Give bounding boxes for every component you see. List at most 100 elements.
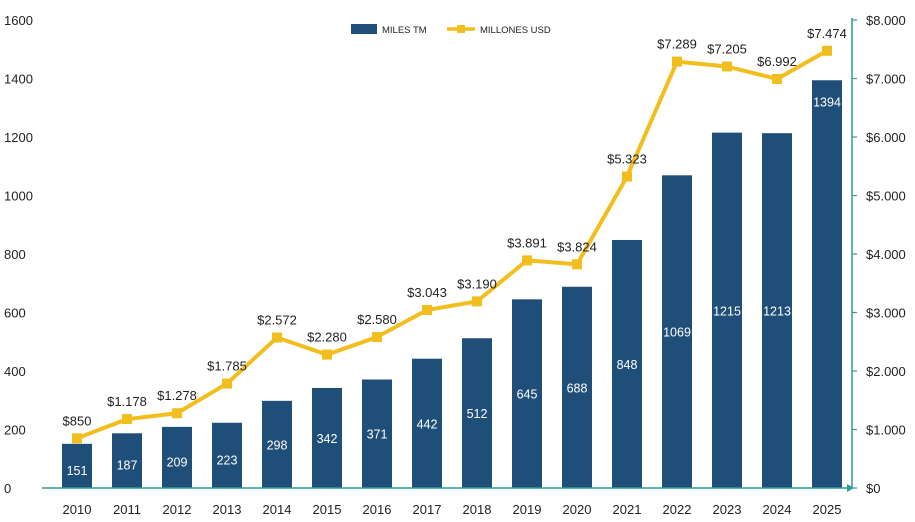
line-point-2011 (122, 414, 132, 425)
x-tick-label-2012: 2012 (163, 502, 192, 517)
line-data-labels: $850 $1.178 $1.278 $1.785 $2.572 $2.280 $2.580… (63, 26, 847, 429)
line-point-2024 (772, 73, 782, 84)
right-tick-label: $6.000 (866, 130, 906, 145)
bar-2016 (362, 379, 392, 488)
bar-label-2010: 151 (67, 464, 88, 478)
bar-2013 (212, 422, 242, 488)
bar-label-2018: 512 (467, 407, 488, 421)
x-tick-label-2017: 2017 (413, 502, 442, 517)
line-label-2020: $3.824 (557, 239, 597, 254)
line-label-2017: $3.043 (407, 285, 447, 300)
x-tick-label-2025: 2025 (813, 502, 842, 517)
bar-2022 (662, 175, 692, 488)
x-tick-label-2010: 2010 (63, 502, 92, 517)
line-label-2016: $2.580 (357, 312, 397, 327)
bar-label-2020: 688 (567, 381, 588, 395)
line-label-2010: $850 (63, 413, 92, 428)
line-label-2013: $1.785 (207, 359, 247, 374)
right-tick-label: $3.000 (866, 306, 906, 321)
legend-marker-millones-usd (457, 25, 465, 33)
line-point-2015 (322, 349, 332, 360)
bar-2011 (112, 433, 142, 488)
line-point-2017 (422, 304, 432, 315)
bar-2020 (562, 286, 592, 488)
line-point-2025 (822, 45, 832, 56)
line-label-2015: $2.280 (307, 330, 347, 345)
left-y-axis: 0 200 400 600 800 1000 1200 1400 1600 (4, 13, 33, 496)
x-tick-label-2011: 2011 (113, 502, 141, 517)
line-label-2023: $7.205 (707, 42, 747, 57)
x-tick-label-2014: 2014 (263, 502, 292, 517)
legend-label-millones-usd: MILLONES USD (480, 25, 551, 36)
left-tick-label: 1600 (4, 13, 33, 28)
bar-2012 (162, 426, 192, 488)
line-point-2014 (272, 332, 282, 343)
line-point-2018 (472, 296, 482, 307)
bar-label-2024: 1213 (763, 305, 791, 319)
bar-2024 (762, 133, 792, 488)
bar-label-2011: 187 (117, 459, 138, 473)
x-tick-label-2019: 2019 (513, 502, 542, 517)
x-tick-label-2023: 2023 (713, 502, 742, 517)
legend-label-miles-tm: MILES TM (382, 25, 427, 36)
bar-2018 (462, 338, 492, 488)
legend: MILES TM MILLONES USD (351, 24, 551, 36)
line-point-2023 (722, 61, 732, 72)
left-tick-label: 1200 (4, 130, 33, 145)
line-point-2021 (622, 171, 632, 182)
bar-label-2019: 645 (517, 388, 538, 402)
line-label-2022: $7.289 (657, 37, 697, 52)
bar-label-2016: 371 (367, 428, 388, 442)
right-y-axis: $0 $1.000 $2.000 $3.000 $4.000 $5.000 $6.000 $7… (851, 13, 906, 496)
left-tick-label: 400 (4, 364, 26, 379)
line-label-2025: $7.474 (807, 26, 847, 41)
bar-label-2022: 1069 (663, 326, 691, 340)
bar-2019 (512, 299, 542, 488)
x-tick-label-2022: 2022 (663, 502, 692, 517)
x-tick-label-2021: 2021 (613, 502, 642, 517)
line-label-2018: $3.190 (457, 276, 497, 291)
right-tick-label: $4.000 (866, 247, 906, 262)
bar-label-2015: 342 (317, 432, 338, 446)
line-point-2013 (222, 378, 232, 389)
left-tick-label: 0 (4, 481, 11, 496)
right-tick-label: $8.000 (866, 13, 906, 28)
bar-label-2017: 442 (417, 417, 438, 431)
line-point-2016 (372, 332, 382, 343)
line-label-2011: $1.178 (107, 394, 147, 409)
line-path-millones-usd (76, 49, 828, 441)
left-tick-label: 1400 (4, 72, 33, 87)
bar-2025 (812, 80, 842, 488)
bar-label-2025: 1394 (813, 95, 841, 109)
bar-label-2014: 298 (267, 438, 288, 452)
bar-label-2021: 848 (617, 358, 638, 372)
x-tick-label-2013: 2013 (213, 502, 242, 517)
bar-label-2023: 1215 (713, 304, 741, 318)
line-label-2021: $5.323 (607, 152, 647, 167)
bar-label-2013: 223 (217, 453, 238, 467)
line-label-2014: $2.572 (257, 313, 297, 328)
x-axis-arrow-icon (847, 484, 854, 492)
x-tick-label-2024: 2024 (763, 502, 792, 517)
right-tick-label: $7.000 (866, 72, 906, 87)
bar-2023 (712, 132, 742, 489)
x-tick-label-2016: 2016 (363, 502, 392, 517)
right-tick-label: $5.000 (866, 189, 906, 204)
line-label-2024: $6.992 (757, 54, 797, 69)
x-axis: 2010 2011 2012 2013 2014 2015 2016 2017 2018 2019… (42, 484, 854, 517)
line-point-2022 (672, 56, 682, 67)
bar-data-labels: 151 187 209 223 298 342 371 442 512 645 688 848 1069… (67, 95, 841, 478)
bar-2015 (312, 387, 342, 488)
line-point-2012 (172, 408, 182, 419)
x-tick-label-2018: 2018 (463, 502, 492, 517)
left-tick-label: 600 (4, 306, 26, 321)
x-tick-label-2015: 2015 (313, 502, 342, 517)
bar-label-2012: 209 (167, 455, 188, 469)
bar-series-miles-tm (62, 80, 842, 489)
bar-2014 (262, 400, 292, 488)
left-tick-label: 1000 (4, 189, 33, 204)
left-tick-label: 800 (4, 247, 26, 262)
line-label-2012: $1.278 (157, 388, 197, 403)
bar-2017 (412, 358, 442, 488)
left-tick-label: 200 (4, 423, 26, 438)
